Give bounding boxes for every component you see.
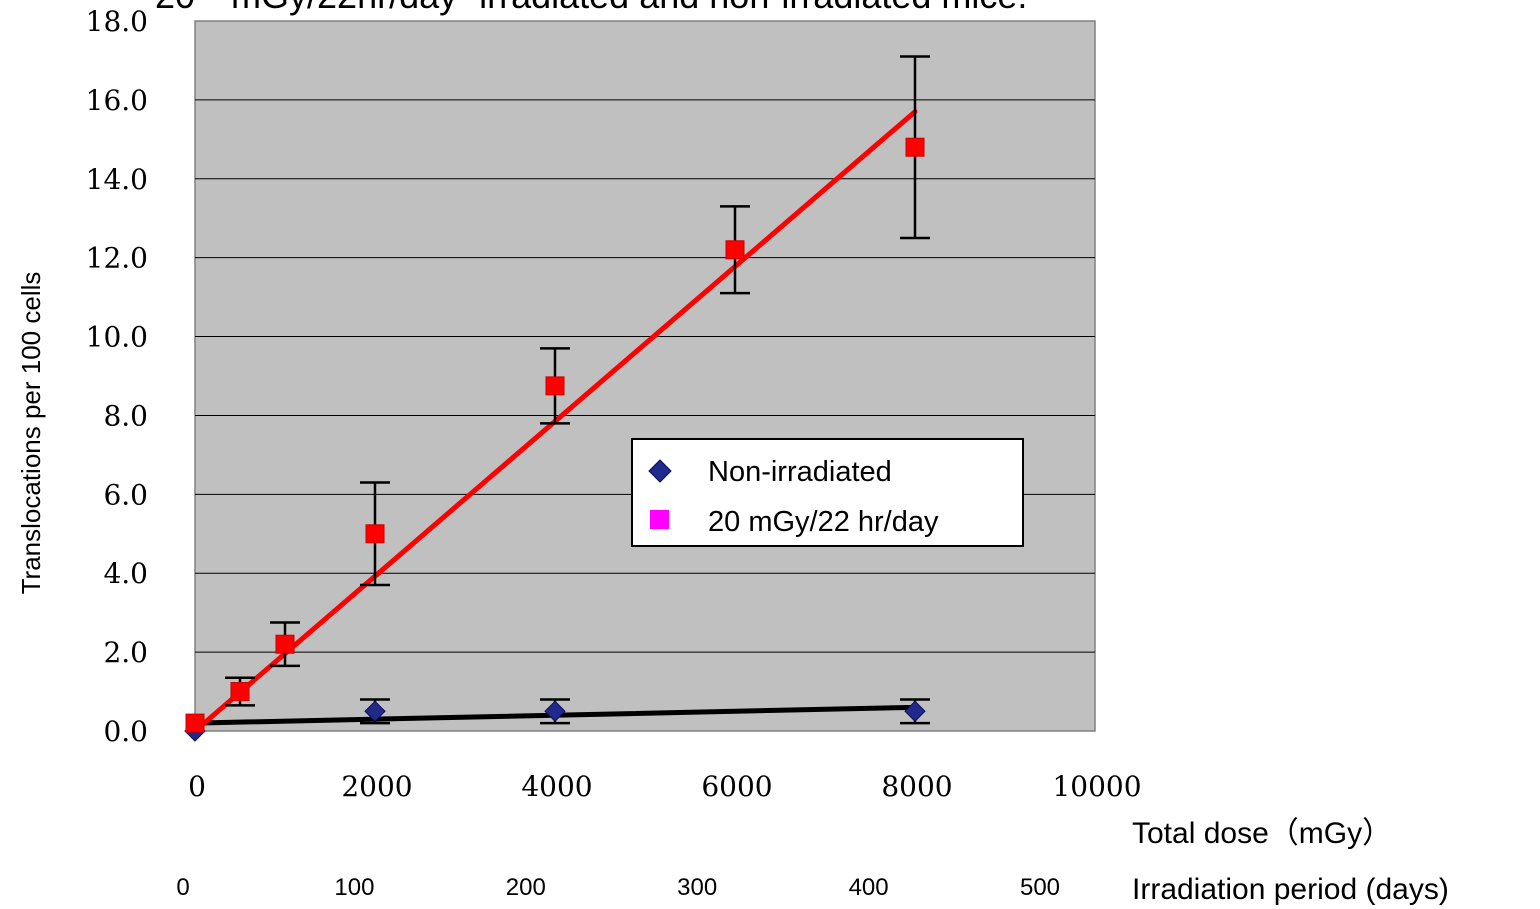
data-point-diamond [904,700,926,722]
legend-box [631,438,1024,547]
y-tick-label: 8.0 [103,399,148,432]
y-tick-label: 6.0 [103,478,148,511]
y-tick-label: 18.0 [86,5,148,38]
x2-tick-labels: 0 100 200 300 400 500 [176,874,1060,901]
x-tick-label: 6000 [701,770,772,803]
y-tick-label: 10.0 [86,321,148,354]
y-tick-label: 14.0 [86,163,148,196]
legend-marker-diamond-icon [648,459,672,483]
data-point-square [725,240,745,260]
x-tick-labels: 0 2000 4000 6000 8000 10000 [188,770,1141,803]
x2-tick-label: 0 [176,874,189,901]
x-tick-label: 10000 [1052,770,1141,803]
y-tick-label: 2.0 [103,636,148,669]
plot-area [194,20,1096,732]
x-tick-label: 2000 [341,770,412,803]
legend-marker-square-icon [650,510,669,529]
x2-tick-label: 400 [849,874,889,901]
data-point-square [275,634,295,654]
x2-tick-label: 100 [334,874,374,901]
data-point-square [230,682,250,702]
data-points [184,137,926,742]
x-tick-label: 8000 [881,770,952,803]
y-tick-label: 16.0 [86,84,148,117]
data-point-diamond [364,700,386,722]
data-point-diamond [544,700,566,722]
x2-tick-label: 200 [506,874,546,901]
legend-label-series-0: Non-irradiated [708,456,892,488]
y-axis-label: Translocations per 100 cells [16,272,46,595]
x-tick-label: 4000 [521,770,592,803]
x-axis-label: Total dose（mGy） [1132,817,1392,850]
y-tick-label: 0.0 [103,715,148,748]
y-tick-label: 12.0 [86,242,148,275]
x2-tick-label: 500 [1020,874,1060,901]
data-point-square [185,713,205,733]
x2-tick-label: 300 [677,874,717,901]
data-point-square [365,524,385,544]
y-tick-label: 4.0 [103,557,148,590]
legend-label-series-1: 20 mGy/22 hr/day [708,506,939,538]
x-tick-label: 0 [188,770,206,803]
data-point-square [905,137,925,157]
y-tick-labels: 0.0 2.0 4.0 6.0 8.0 10.0 12.0 14.0 16.0 18.0 [86,5,148,748]
x2-axis-label: Irradiation period (days) [1132,873,1449,906]
data-point-square [545,376,565,396]
legend: Non-irradiated 20 mGy/22 hr/day [631,438,1024,547]
